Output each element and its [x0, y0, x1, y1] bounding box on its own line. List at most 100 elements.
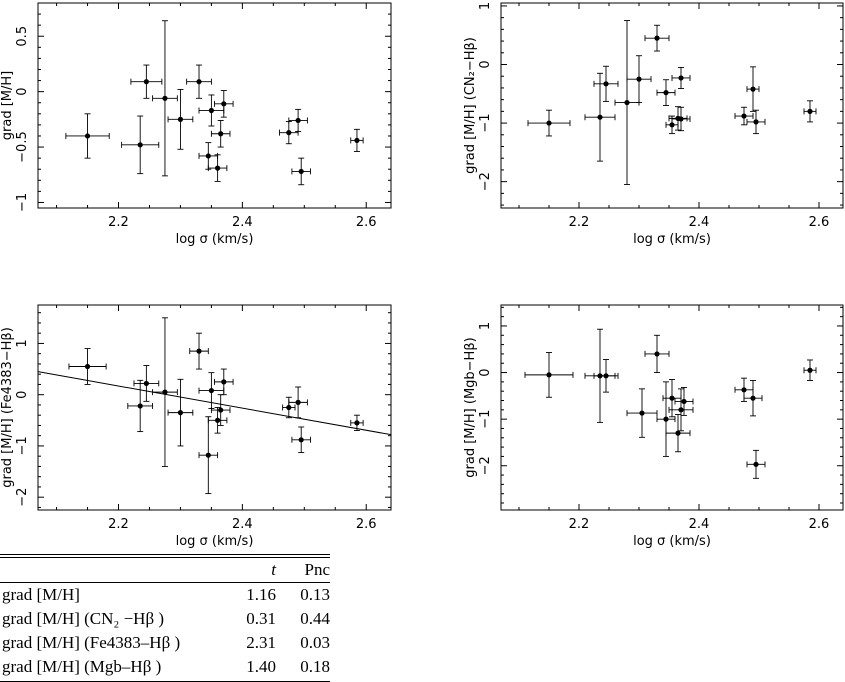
data-marker — [750, 86, 756, 92]
x-tick-label: 2.2 — [569, 215, 590, 230]
data-point — [746, 66, 760, 112]
data-point — [207, 154, 228, 182]
data-marker — [221, 101, 227, 107]
data-point — [674, 387, 694, 416]
row-t-value: 1.40 — [246, 657, 276, 676]
data-marker — [162, 389, 168, 395]
data-marker — [603, 81, 609, 87]
y-tick-label: 0 — [478, 60, 493, 68]
data-point — [130, 64, 163, 99]
row-t-value: 2.31 — [246, 633, 276, 652]
data-point — [198, 416, 219, 495]
x-axis-label: log σ (km/s) — [176, 232, 254, 247]
data-point — [127, 379, 154, 433]
x-tick-label: 2.6 — [356, 517, 377, 532]
data-point — [524, 352, 574, 398]
data-point — [198, 94, 225, 127]
plot-frame — [37, 2, 392, 209]
data-marker — [137, 142, 143, 148]
data-marker — [214, 165, 221, 171]
row-t-value: 0.31 — [246, 609, 276, 628]
data-point — [210, 120, 231, 148]
y-tick-label: 0.5 — [15, 26, 30, 47]
x-tick-label: 2.2 — [108, 517, 129, 532]
data-marker — [753, 461, 759, 467]
table-row: grad [M/H] (Fe4383–Hβ ) 2.31 0.03 — [0, 631, 330, 655]
data-marker — [741, 113, 747, 119]
plot-frame — [500, 2, 844, 209]
data-point — [210, 394, 231, 426]
row-label: grad [M/H] — [2, 585, 80, 604]
y-tick-label: 1 — [478, 322, 493, 330]
data-point — [291, 157, 311, 186]
row-pnc-value: 0.44 — [300, 609, 330, 628]
data-point — [668, 388, 694, 432]
table-row: grad [M/H] (CN₂ −Hβ ) 0.31 0.44 — [0, 607, 330, 631]
data-point — [644, 334, 670, 374]
data-marker — [205, 452, 211, 458]
data-marker — [214, 417, 221, 423]
data-marker — [137, 403, 143, 409]
data-marker — [295, 117, 301, 124]
data-point — [214, 90, 234, 118]
data-point — [593, 65, 619, 102]
data-point — [189, 332, 209, 370]
data-marker — [298, 437, 304, 443]
scatter-panel-4: 2.2 2.4 2.6 −2 −1 0 1 log σ (km/s) grad [M/H] (M… — [463, 304, 844, 549]
data-point — [65, 113, 110, 159]
data-point — [746, 449, 766, 479]
data-marker — [597, 114, 603, 120]
header-t: t — [271, 560, 276, 579]
data-marker — [221, 379, 227, 385]
data-marker — [196, 79, 202, 85]
y-tick-label: −1 — [478, 113, 493, 132]
data-point — [656, 381, 676, 457]
data-marker — [546, 120, 552, 126]
data-point — [350, 128, 364, 152]
data-point — [584, 72, 616, 162]
row-pnc-value: 0.03 — [300, 633, 330, 652]
y-tick-label: 0 — [478, 368, 493, 376]
row-pnc-value: 0.18 — [300, 657, 330, 676]
row-label: grad [M/H] (Fe4383–Hβ ) — [2, 633, 181, 652]
data-marker — [354, 137, 360, 144]
x-tick-label: 2.2 — [108, 215, 129, 230]
table-row: grad [M/H] (Mgb–Hβ ) 1.40 0.18 — [0, 655, 330, 679]
data-marker — [218, 131, 224, 137]
data-point — [214, 368, 234, 396]
data-marker — [678, 116, 684, 122]
x-tick-label: 2.6 — [809, 517, 830, 532]
x-tick-label: 2.4 — [689, 215, 710, 230]
data-point — [167, 88, 194, 150]
data-point — [288, 108, 308, 132]
data-marker — [177, 116, 184, 122]
data-point — [614, 20, 640, 186]
data-point — [121, 115, 160, 175]
data-point — [152, 20, 178, 177]
scatter-panel-2: 2.2 2.4 2.6 −2 −1 0 1 log σ (km/s) grad [M/H] (C… — [463, 2, 844, 247]
scatter-panel-1: 2.2 2.4 2.6 −1 −0.5 0 0.5 log σ (km/s) grad [M/H… — [0, 2, 392, 247]
fit-line — [37, 371, 392, 436]
data-marker — [218, 407, 224, 413]
y-tick-label: −2 — [478, 172, 493, 191]
data-point — [671, 66, 691, 89]
data-marker — [807, 367, 813, 373]
data-point — [626, 388, 658, 438]
data-marker — [678, 75, 684, 81]
table-row: grad [M/H] 1.16 0.13 — [0, 583, 330, 607]
data-marker — [208, 107, 215, 114]
row-t-value: 1.16 — [246, 585, 276, 604]
data-point — [279, 121, 299, 145]
y-axis-label: grad [M/H] (Mgb−Hβ) — [463, 337, 478, 477]
y-tick-label: −2 — [15, 488, 30, 507]
data-marker — [678, 407, 684, 413]
x-tick-label: 2.6 — [356, 215, 377, 230]
data-marker — [681, 398, 687, 405]
data-point — [644, 24, 670, 52]
data-marker — [143, 79, 149, 85]
data-point — [527, 109, 571, 137]
data-point — [207, 407, 228, 434]
x-tick-label: 2.4 — [232, 517, 253, 532]
y-axis-label: grad [M/H] (CN₂−Hβ) — [463, 37, 478, 174]
data-marker — [624, 99, 630, 106]
